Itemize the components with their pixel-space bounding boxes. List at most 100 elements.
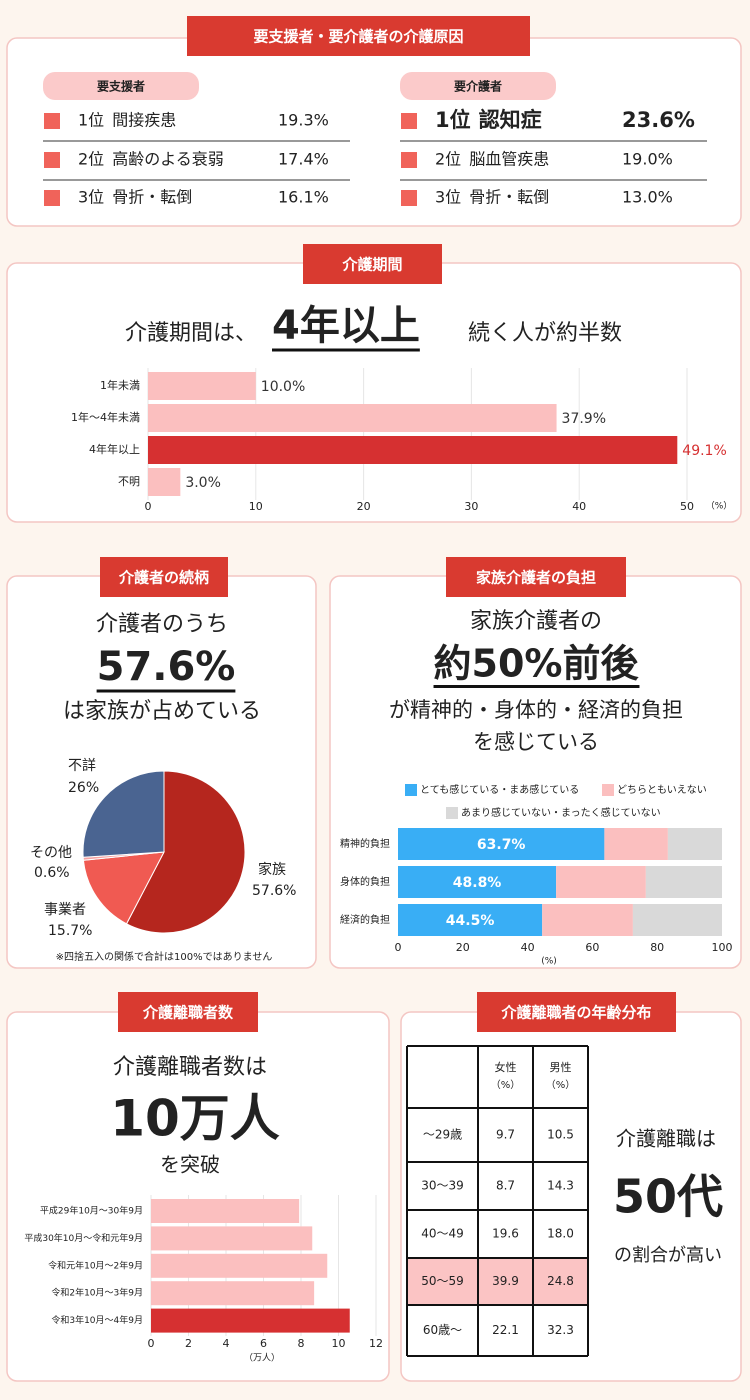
- rank-marker: [401, 152, 417, 168]
- row-label: 60歳～: [423, 1323, 462, 1337]
- bar-segment: [632, 904, 722, 936]
- value-label: 44.5%: [446, 913, 495, 929]
- slice-value: 15.7%: [48, 923, 92, 939]
- bar: [148, 436, 678, 464]
- x-unit: (%): [541, 957, 557, 967]
- x-tick-label: 20: [357, 500, 371, 513]
- headline: 家族介護者の: [470, 609, 602, 634]
- section-banner: [187, 16, 530, 56]
- rank-marker: [44, 113, 60, 129]
- x-tick-label: 30: [464, 500, 478, 513]
- x-tick-label: 40: [521, 941, 535, 954]
- x-tick-label: 40: [572, 500, 586, 513]
- side-emphasis: 50代: [613, 1170, 723, 1224]
- bar: [151, 1226, 313, 1251]
- x-tick-label: 0: [395, 941, 402, 954]
- column-header: 男性: [550, 1060, 572, 1074]
- section-banner: [477, 992, 676, 1032]
- x-unit: （%）: [706, 501, 733, 512]
- value-label: 3.0%: [185, 475, 221, 491]
- cause-value: 17.4%: [278, 150, 329, 169]
- cause-name: 骨折・転倒: [112, 188, 192, 207]
- x-tick-label: 100: [712, 941, 733, 954]
- section-title: 介護離職者数: [142, 1004, 234, 1022]
- x-tick-label: 50: [680, 500, 694, 513]
- rank: 2位: [435, 150, 461, 169]
- headline-emphasis: 4年以上: [272, 303, 420, 349]
- footnote: ※四捨五入の関係で合計は100%ではありません: [56, 950, 273, 963]
- cause-name: 骨折・転倒: [469, 188, 549, 207]
- x-tick-label: 4: [223, 1337, 230, 1350]
- section-title: 要支援者・要介護者の介護原因: [253, 28, 463, 46]
- category-label: 令和3年10月～4年9月: [51, 1314, 143, 1326]
- bar: [151, 1253, 328, 1278]
- table-cell: 22.1: [492, 1323, 519, 1337]
- section-title: 介護期間: [341, 256, 402, 274]
- row-label: 50～59: [421, 1274, 464, 1288]
- bar: [148, 468, 181, 496]
- bar-segment: [398, 828, 605, 860]
- bar-segment: [604, 828, 668, 860]
- slice-label: 不詳: [68, 758, 96, 774]
- slice-label: 事業者: [44, 902, 86, 918]
- bar-segment: [398, 904, 543, 936]
- x-unit: （万人）: [244, 1353, 280, 1364]
- category-label: 経済的負担: [340, 913, 390, 926]
- bar-segment: [542, 904, 633, 936]
- row-label: 30～39: [421, 1179, 464, 1193]
- side-text: の割合が高い: [614, 1245, 722, 1266]
- rank: 3位: [435, 188, 461, 207]
- bar-segment: [667, 828, 722, 860]
- pie-slice: [82, 851, 165, 925]
- rank-marker: [44, 152, 60, 168]
- rank: 2位: [78, 150, 104, 169]
- table-cell: 39.9: [492, 1274, 519, 1288]
- column-unit: （%）: [491, 1079, 521, 1091]
- x-tick-label: 0: [145, 500, 152, 513]
- cause-value: 19.0%: [622, 150, 673, 169]
- category-label: 4年年以上: [89, 442, 140, 456]
- category-label: 不明: [118, 475, 140, 488]
- column-header: 女性: [495, 1060, 517, 1074]
- headline: 介護者のうち: [96, 612, 228, 637]
- group-pill: [400, 72, 556, 100]
- row-label: ～29歳: [423, 1128, 462, 1142]
- value-label: 37.9%: [562, 411, 606, 427]
- x-tick-label: 20: [456, 941, 470, 954]
- headline: は家族が占めている: [63, 699, 261, 724]
- category-label: 平成30年10月～令和元年9月: [24, 1232, 143, 1244]
- headline: を感じている: [473, 730, 599, 754]
- x-tick-label: 80: [650, 941, 664, 954]
- headline: が精神的・身体的・経済的負担: [389, 698, 683, 722]
- table-cell: 8.7: [496, 1179, 515, 1193]
- x-tick-label: 0: [148, 1337, 155, 1350]
- pie-slice: [125, 770, 246, 934]
- bar-segment: [556, 866, 646, 898]
- section-banner: [118, 992, 258, 1032]
- rank-marker: [401, 113, 417, 129]
- category-label: 平成29年10月～30年9月: [40, 1205, 143, 1217]
- headline: を突破: [160, 1153, 220, 1177]
- bar-segment: [645, 866, 722, 898]
- bar: [151, 1281, 315, 1306]
- cause-value: 13.0%: [622, 188, 673, 207]
- legend-swatch: [405, 784, 417, 796]
- headline-emphasis: 約50%前後: [434, 642, 640, 686]
- highlight-row: [407, 1258, 588, 1305]
- cause-name: 間接疾患: [112, 111, 176, 130]
- category-label: 身体的負担: [340, 875, 390, 888]
- cause-value: 16.1%: [278, 188, 329, 207]
- slice-label: 家族: [258, 861, 286, 878]
- slice-value: 0.6%: [34, 865, 70, 881]
- category-label: 令和元年10月～2年9月: [48, 1259, 143, 1271]
- rank: 1位: [78, 111, 104, 130]
- rank: 3位: [78, 188, 104, 207]
- bar: [148, 372, 256, 400]
- column-unit: （%）: [546, 1079, 576, 1091]
- table-cell: 19.6: [492, 1227, 519, 1241]
- section-title: 介護者の続柄: [118, 569, 209, 587]
- legend-label: あまり感じていない・まったく感じていない: [461, 806, 661, 819]
- headline-emphasis: 57.6%: [97, 644, 236, 690]
- legend-label: どちらともいえない: [617, 784, 707, 796]
- slice-value: 57.6%: [252, 883, 296, 899]
